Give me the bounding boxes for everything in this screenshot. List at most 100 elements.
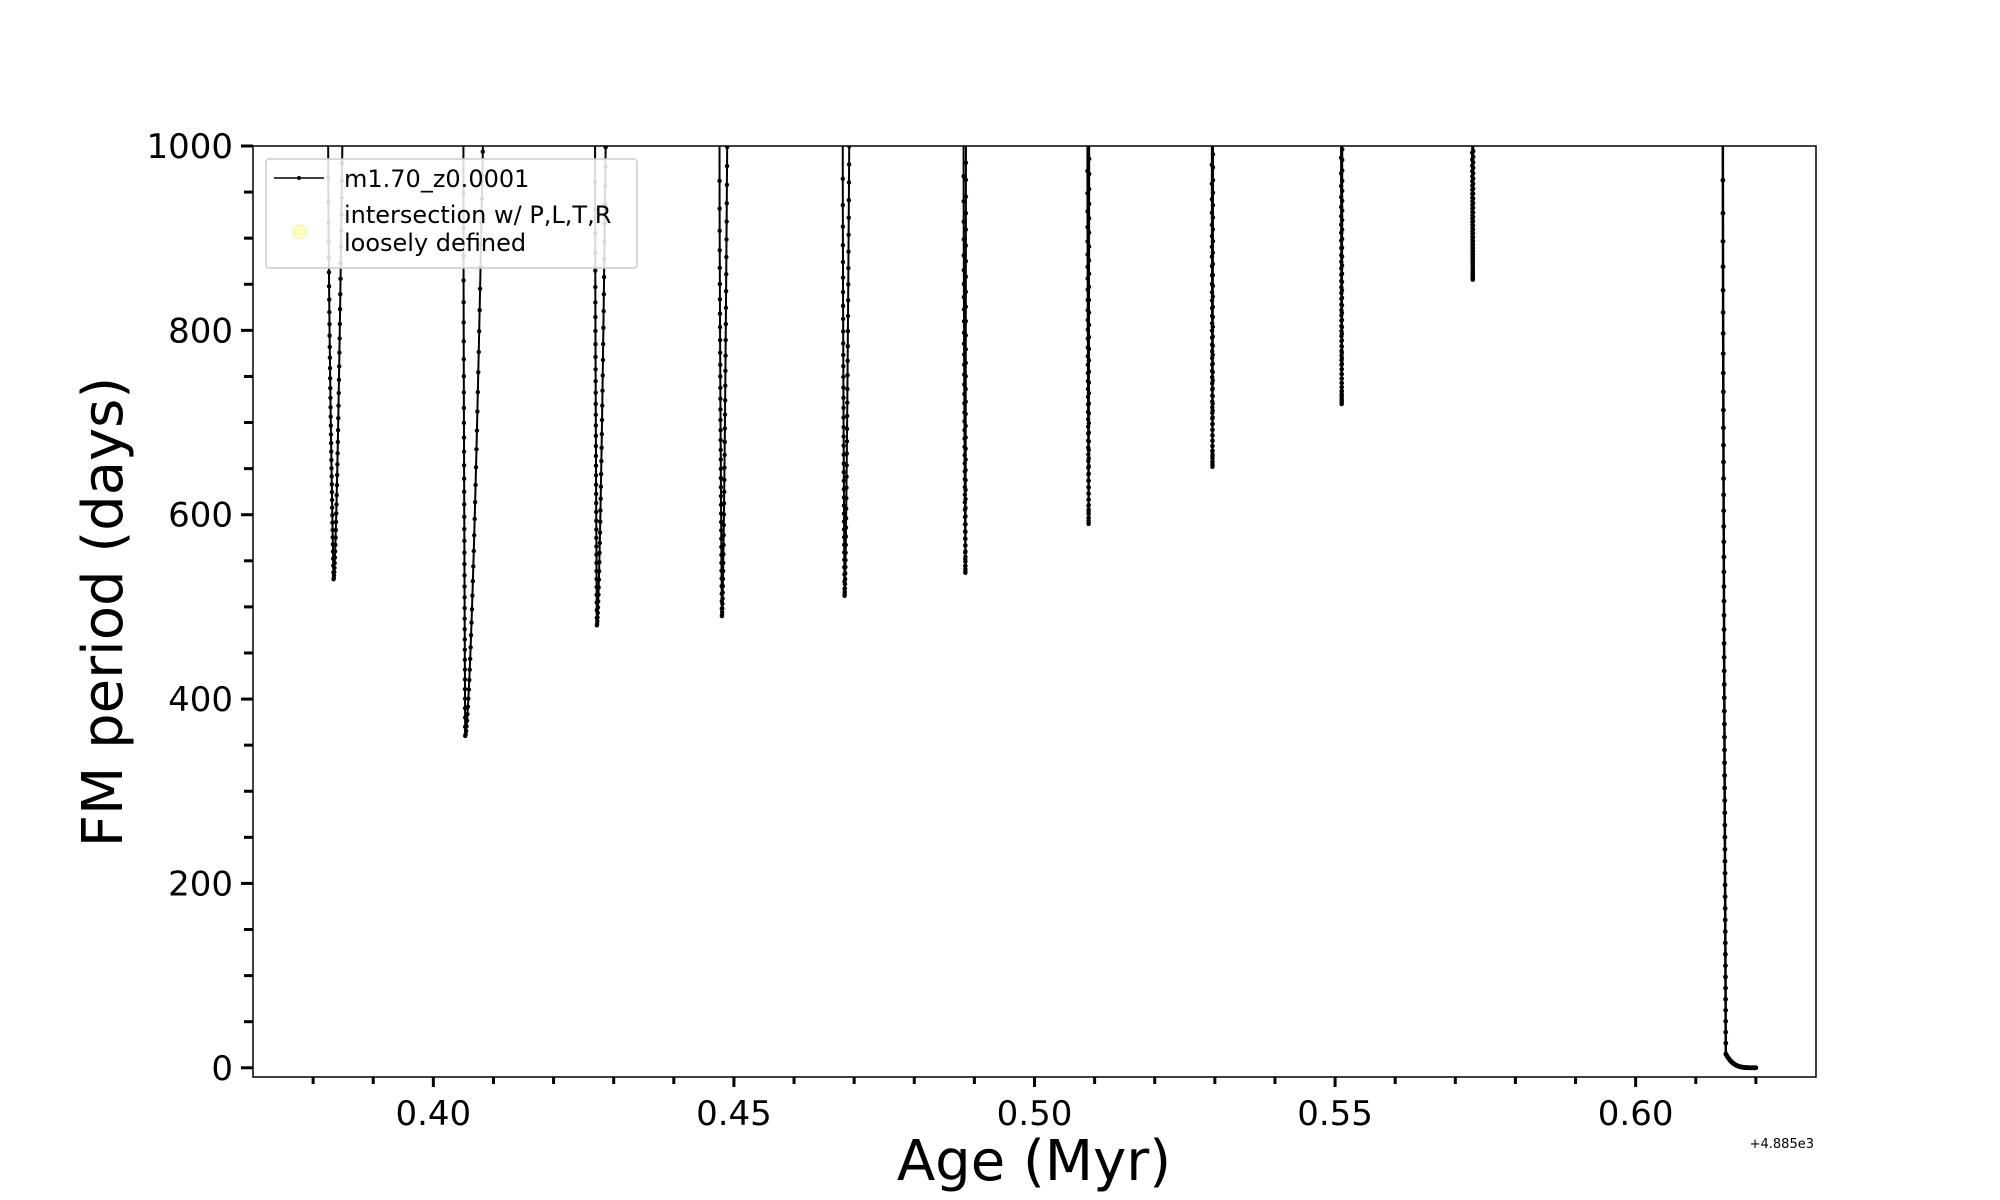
series-point	[723, 353, 728, 358]
series-point	[844, 485, 849, 490]
series-point	[845, 328, 851, 334]
series-point	[601, 292, 607, 297]
series-point	[963, 554, 968, 559]
series-point	[599, 445, 604, 450]
y-tick-label: 600	[168, 496, 233, 536]
series-point	[1210, 272, 1216, 278]
series-point	[717, 265, 722, 271]
series-point	[1210, 352, 1215, 358]
series-point	[1721, 708, 1727, 714]
series-point	[467, 656, 473, 662]
series-point	[1210, 304, 1216, 310]
legend: m1.70_z0.0001 intersection w/ P,L,T,R lo…	[265, 158, 638, 269]
series-point	[1720, 264, 1726, 270]
series-point	[474, 446, 479, 452]
series-point	[962, 461, 967, 466]
series-point	[1210, 393, 1215, 399]
series-point	[1086, 485, 1091, 490]
series-point	[1209, 328, 1215, 333]
series-point	[476, 349, 481, 355]
series-point	[1210, 448, 1215, 453]
series-point	[1339, 263, 1345, 268]
series-dip	[1338, 146, 1345, 407]
series-point	[335, 439, 341, 445]
series-point	[1210, 408, 1215, 413]
series-point	[470, 579, 476, 584]
series-point	[963, 194, 969, 199]
series-point	[719, 536, 724, 541]
series-point	[1086, 271, 1092, 276]
series-point	[1339, 287, 1345, 293]
series-point	[1340, 157, 1345, 163]
series-point	[1339, 356, 1345, 361]
series-point	[1210, 324, 1215, 330]
series-point	[840, 242, 846, 248]
series-point	[845, 358, 850, 363]
series-point	[963, 373, 968, 379]
series-point	[595, 610, 600, 616]
series-point	[470, 593, 475, 598]
series-point	[721, 542, 726, 548]
series-point	[329, 466, 334, 471]
series-point	[1721, 425, 1726, 431]
series-point	[469, 607, 475, 612]
series-point	[327, 309, 332, 315]
series-point	[593, 433, 599, 439]
series-point	[717, 311, 723, 316]
series-point	[601, 325, 606, 330]
legend-label-series: m1.70_z0.0001	[344, 165, 529, 193]
series-point	[1085, 252, 1090, 257]
series-point	[1339, 279, 1345, 285]
series-point	[593, 342, 598, 347]
series-point	[1340, 178, 1345, 183]
series-point	[718, 475, 724, 481]
series-point	[1339, 366, 1345, 372]
series-point	[723, 368, 728, 374]
series-point	[1721, 612, 1727, 618]
series-point	[718, 407, 723, 412]
series-point	[722, 452, 727, 458]
series-point	[335, 428, 341, 433]
series-point	[1210, 375, 1215, 380]
series-point	[963, 467, 968, 473]
series-point	[1210, 227, 1216, 232]
series-point	[1209, 349, 1215, 354]
series-point	[962, 492, 968, 497]
series-point	[1470, 210, 1476, 215]
series-point	[963, 477, 968, 483]
series-point	[598, 508, 603, 513]
series-point	[1720, 351, 1726, 357]
series-point	[1210, 438, 1215, 444]
series-point	[461, 278, 466, 283]
series-point	[841, 424, 846, 430]
series-point	[593, 491, 599, 497]
series-point	[721, 533, 726, 538]
series-point	[333, 542, 338, 548]
series-point	[1720, 407, 1726, 413]
series-point	[718, 457, 723, 462]
series-point	[327, 297, 332, 302]
series-point	[1209, 321, 1215, 326]
series-point	[841, 511, 847, 516]
series-point	[1339, 324, 1345, 330]
series-point	[1085, 327, 1090, 332]
series-point	[1210, 261, 1216, 267]
series-point	[1339, 310, 1345, 316]
series-point	[593, 482, 599, 487]
series-point	[718, 466, 724, 472]
series-point	[462, 584, 467, 589]
series-point	[718, 484, 724, 490]
series-point	[328, 405, 333, 410]
series-point	[1471, 176, 1476, 181]
series-point	[1722, 882, 1728, 888]
series-point	[1721, 584, 1727, 589]
series-point	[842, 586, 848, 591]
series-point	[722, 426, 728, 431]
series-point	[1471, 171, 1476, 176]
series-point	[468, 633, 474, 638]
series-point	[1086, 186, 1092, 192]
series-point	[841, 470, 847, 475]
series-point	[841, 385, 846, 390]
series-point	[328, 386, 333, 391]
